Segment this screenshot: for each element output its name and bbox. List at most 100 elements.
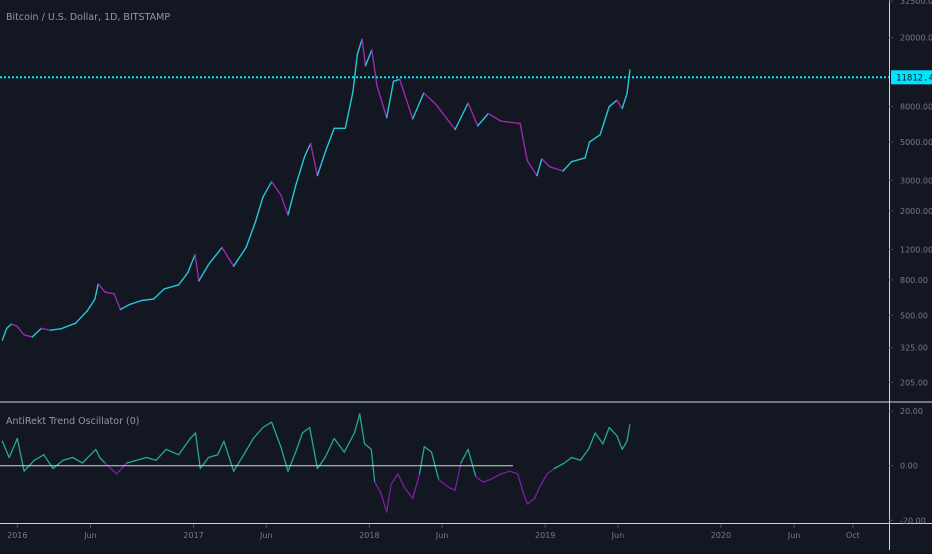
price-segment (356, 38, 363, 56)
oscillator-segment (412, 473, 421, 500)
oscillator-panel[interactable]: AntiRekt Trend Oscillator (0) (0, 413, 631, 513)
time-axis[interactable]: 2016 Jun 2017 Jun 2018 Jun 2019 Jun 2020 Jun Oct (7, 524, 860, 540)
oscillator-segment (386, 484, 392, 513)
main-price-panel[interactable]: Bitcoin / U.S. Dollar, 1D, BITSTAMP (0, 12, 889, 341)
oscillator-segment (1, 440, 10, 459)
price-segment (31, 327, 43, 338)
price-segment (245, 220, 257, 249)
oscillator-segment (521, 489, 528, 505)
oscillator-segment (448, 486, 456, 491)
price-segment (10, 323, 18, 328)
price-segment (584, 141, 591, 159)
oscillator-segment (490, 473, 502, 481)
current-price-label: 11812.44 (896, 73, 932, 83)
oscillator-segment (467, 448, 477, 478)
oscillator-segment (553, 462, 566, 470)
oscillator-segment (262, 421, 273, 429)
price-segment (49, 328, 62, 331)
oscillator-segment (252, 426, 264, 440)
oscillator-segment (270, 421, 282, 448)
oscillator-segment (403, 486, 414, 500)
oscillator-segment (500, 470, 511, 475)
price-axis-label: 2000.00 (900, 207, 932, 216)
oscillator-axis-label: 0.00 (900, 462, 918, 471)
oscillator-segment (89, 448, 97, 456)
price-segment (187, 253, 196, 274)
oscillator-axis-label: -20.00 (900, 516, 926, 525)
oscillator-segment (126, 459, 138, 464)
price-segment (371, 49, 378, 87)
oscillator-segment (145, 456, 157, 461)
price-segment (423, 92, 437, 106)
price-segment (608, 99, 618, 108)
oscillator-series (1, 413, 631, 513)
price-segment (562, 160, 573, 172)
price-segment (364, 49, 373, 67)
price-segment (570, 157, 586, 163)
oscillator-segment (217, 440, 225, 456)
price-segment (194, 253, 200, 282)
price-axis[interactable]: 205.00 325.00 500.00 800.00 1200.00 2000.00 30… (889, 0, 932, 387)
time-axis-label: Jun (259, 531, 273, 540)
price-segment (487, 112, 502, 122)
price-segment (399, 78, 414, 120)
oscillator-segment (546, 467, 555, 475)
price-segment (262, 180, 273, 198)
price-segment (128, 299, 143, 306)
price-segment (616, 99, 623, 110)
oscillator-segment (243, 437, 254, 456)
oscillator-segment (616, 435, 623, 451)
oscillator-segment (62, 456, 74, 461)
price-segment (304, 142, 312, 157)
price-segment (163, 284, 180, 290)
oscillator-segment (587, 432, 596, 451)
oscillator-segment (359, 413, 366, 445)
oscillator-segment (72, 456, 84, 464)
price-segment (309, 142, 319, 177)
oscillator-segment (608, 426, 618, 437)
price-axis-label: 500.00 (900, 311, 928, 320)
price-segment (94, 283, 99, 300)
oscillator-segment (570, 456, 581, 461)
price-segment (5, 323, 13, 330)
oscillator-segment (418, 445, 425, 475)
oscillator-segment (309, 426, 319, 470)
oscillator-segment (482, 478, 492, 483)
oscillator-segment (280, 445, 289, 472)
price-segment (152, 288, 165, 300)
price-segment (467, 102, 479, 127)
price-segment (119, 304, 130, 311)
price-segment (86, 298, 96, 312)
oscillator-segment (423, 445, 433, 453)
price-segment (287, 184, 297, 216)
oscillator-segment (454, 462, 462, 491)
oscillator-segment (333, 437, 345, 453)
price-segment (392, 78, 401, 83)
oscillator-segment (178, 437, 191, 456)
price-segment (254, 196, 264, 222)
price-segment (500, 120, 521, 125)
oscillator-axis[interactable]: 20.00 0.00 -20.00 (889, 407, 926, 525)
oscillator-segment (301, 426, 311, 434)
oscillator-title: AntiRekt Trend Oscillator (0) (6, 416, 139, 427)
price-segment (324, 127, 335, 154)
price-segment (232, 246, 247, 267)
oscillator-segment (533, 486, 541, 500)
price-axis-label: 800.00 (900, 276, 928, 285)
price-segment (526, 159, 538, 177)
price-axis-label: 325.00 (900, 344, 928, 353)
price-series (1, 38, 631, 341)
oscillator-segment (189, 432, 197, 440)
oscillator-segment (165, 448, 180, 456)
price-segment (140, 298, 155, 302)
time-axis-label: Jun (787, 531, 801, 540)
price-axis-label: 3000.00 (900, 176, 932, 185)
oscillator-segment (115, 462, 128, 475)
oscillator-segment (43, 454, 54, 470)
price-segment (588, 134, 601, 143)
price-segment (412, 92, 425, 120)
oscillator-segment (324, 437, 335, 459)
oscillator-segment (194, 432, 201, 470)
